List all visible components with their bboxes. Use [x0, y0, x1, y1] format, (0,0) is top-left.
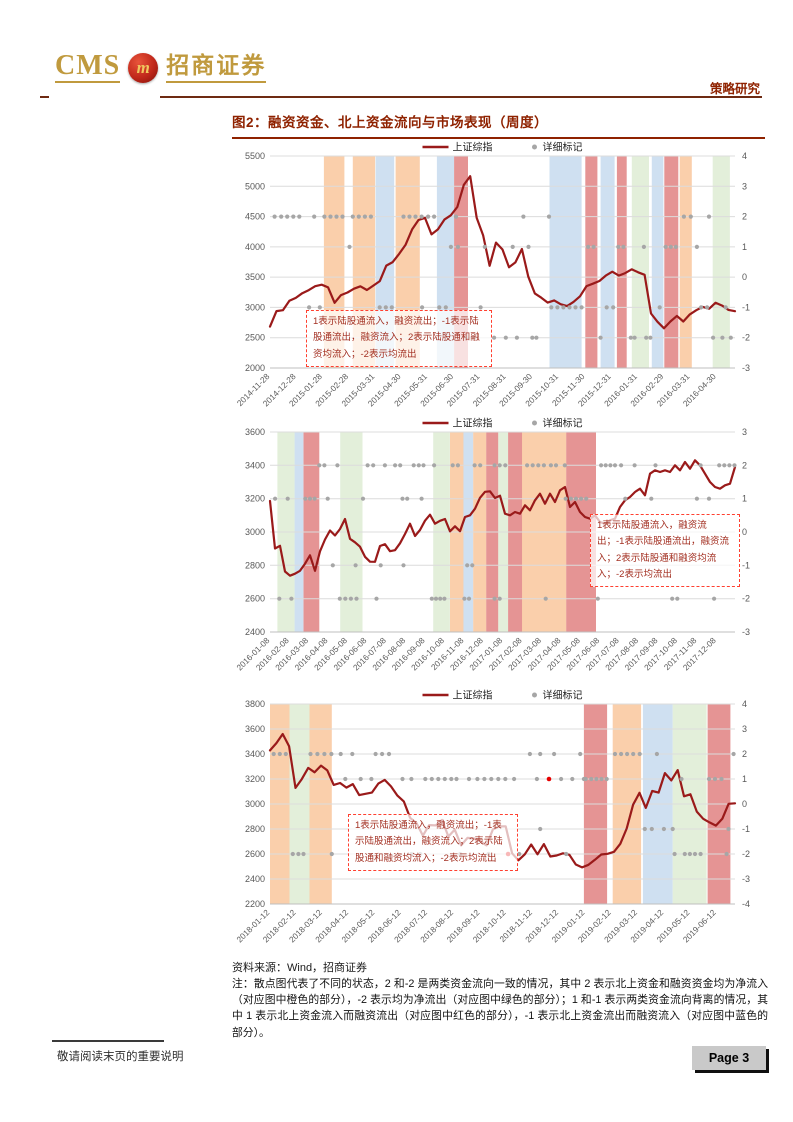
svg-text:-2: -2: [742, 594, 750, 604]
svg-text:2200: 2200: [245, 899, 265, 909]
svg-text:2500: 2500: [245, 333, 265, 343]
svg-text:-2: -2: [742, 333, 750, 343]
company-logo: CMS m 招商证券: [55, 50, 267, 83]
chart-legend: 上证综指 详细标记: [422, 689, 583, 702]
figure-note: 注：散点图代表了不同的状态，2 和-2 是两类资金流向一致的情况，其中 2 表示…: [232, 978, 768, 1039]
marker-meaning-annotation: 1表示陆股通流入，融资流出；-1表示陆股通流出，融资流入；2表示陆股通和融资均流…: [590, 514, 740, 588]
svg-text:-3: -3: [742, 627, 750, 637]
svg-text:-2: -2: [742, 849, 750, 859]
footer-divider: [52, 1040, 164, 1042]
figure-title: 图2：融资资金、北上资金流向与市场表现（周度）: [232, 111, 765, 139]
chart-svg: 2200 2400 2600 2800 3000 3200 3400 3600 3800 -4 -3…: [234, 689, 750, 945]
svg-text:详细标记: 详细标记: [543, 689, 583, 702]
svg-text:0: 0: [742, 272, 747, 282]
svg-text:2: 2: [742, 460, 747, 470]
svg-text:3000: 3000: [245, 527, 265, 537]
svg-text:2800: 2800: [245, 560, 265, 570]
svg-text:3800: 3800: [245, 699, 265, 709]
svg-text:2600: 2600: [245, 594, 265, 604]
svg-text:4500: 4500: [245, 212, 265, 222]
svg-text:4: 4: [742, 699, 747, 709]
chart-weekly-2015: 2000 2500 3000 3500 4000 4500 5000 5500 -3 -2 -1 0 1…: [232, 138, 765, 414]
svg-text:1: 1: [742, 242, 747, 252]
chart-svg: 2000 2500 3000 3500 4000 4500 5000 5500 -3 -2 -1 0 1…: [235, 141, 750, 409]
svg-text:2: 2: [742, 749, 747, 759]
svg-text:5000: 5000: [245, 181, 265, 191]
svg-text:0: 0: [742, 799, 747, 809]
state-markers: [271, 751, 736, 857]
marker-meaning-annotation: 1表示陆股通流入，融资流出；-1表示陆股通流出，融资流入；2表示陆股通和融资均流…: [348, 814, 518, 871]
svg-text:4000: 4000: [245, 242, 265, 252]
chart-legend: 上证综指 详细标记: [422, 141, 583, 154]
data-source: 资料来源：Wind，招商证券: [232, 962, 368, 974]
index-line: [268, 175, 737, 330]
svg-text:详细标记: 详细标记: [543, 417, 583, 430]
svg-text:3200: 3200: [245, 774, 265, 784]
footer-disclaimer: 敬请阅读末页的重要说明: [57, 1051, 184, 1063]
svg-text:3600: 3600: [245, 724, 265, 734]
svg-text:3200: 3200: [245, 494, 265, 504]
svg-text:1: 1: [742, 774, 747, 784]
svg-text:-1: -1: [742, 824, 750, 834]
svg-text:2000: 2000: [245, 363, 265, 373]
svg-text:-1: -1: [742, 302, 750, 312]
page-number-badge: Page 3: [692, 1046, 766, 1070]
header-divider-tick: [40, 96, 49, 98]
header-divider: [160, 96, 762, 98]
chart-legend: 上证综指 详细标记: [422, 417, 583, 430]
svg-text:详细标记: 详细标记: [543, 141, 583, 154]
svg-text:2400: 2400: [245, 874, 265, 884]
svg-text:3500: 3500: [245, 272, 265, 282]
svg-text:3400: 3400: [245, 749, 265, 759]
svg-text:-3: -3: [742, 363, 750, 373]
svg-text:3600: 3600: [245, 427, 265, 437]
chart-weekly-2018-2019: 2200 2400 2600 2800 3000 3200 3400 3600 3800 -4 -3…: [232, 686, 765, 956]
logo-company-name: 招商证券: [166, 52, 267, 83]
svg-text:上证综指: 上证综指: [453, 689, 493, 702]
state-markers: [273, 463, 737, 601]
svg-text:-3: -3: [742, 874, 750, 884]
svg-text:3400: 3400: [245, 460, 265, 470]
logo-m-icon: m: [128, 52, 159, 83]
index-line: [268, 459, 737, 577]
svg-text:-4: -4: [742, 899, 750, 909]
svg-text:上证综指: 上证综指: [453, 417, 493, 430]
logo-cms-text: CMS: [55, 50, 121, 83]
report-category: 策略研究: [709, 82, 760, 96]
svg-text:0: 0: [742, 527, 747, 537]
svg-text:1: 1: [742, 494, 747, 504]
svg-text:3: 3: [742, 181, 747, 191]
svg-text:2400: 2400: [245, 627, 265, 637]
svg-text:3: 3: [742, 724, 747, 734]
highlight-marker: [546, 776, 552, 782]
svg-text:上证综指: 上证综指: [453, 141, 493, 154]
svg-text:-1: -1: [742, 560, 750, 570]
svg-text:2: 2: [742, 212, 747, 222]
svg-text:3000: 3000: [245, 799, 265, 809]
svg-text:2800: 2800: [245, 824, 265, 834]
marker-meaning-annotation: 1表示陆股通流入，融资流出；-1表示陆股通流出，融资流入；2表示陆股通和融资均流…: [306, 310, 492, 367]
chart-weekly-2016-2017: 2400 2600 2800 3000 3200 3400 3600 -3 -2 -1 0 1 2 3 20…: [232, 414, 765, 692]
svg-text:3000: 3000: [245, 302, 265, 312]
svg-text:2600: 2600: [245, 849, 265, 859]
svg-text:5500: 5500: [245, 151, 265, 161]
svg-text:4: 4: [742, 151, 747, 161]
svg-text:3: 3: [742, 427, 747, 437]
